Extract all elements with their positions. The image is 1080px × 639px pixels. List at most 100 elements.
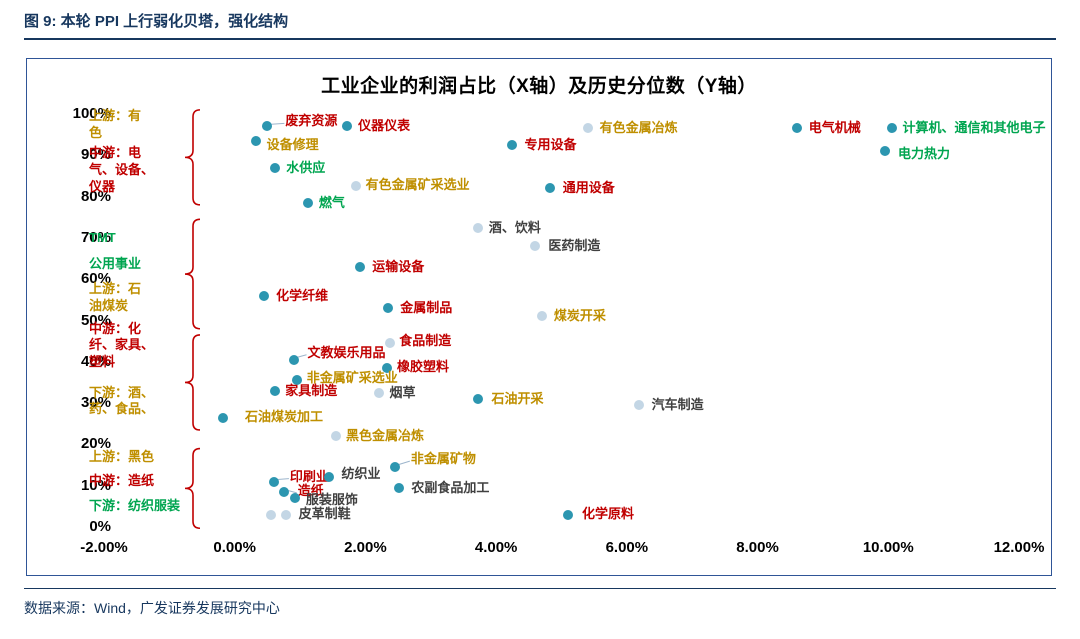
figure-title: 图 9: 本轮 PPI 上行弱化贝塔，强化结构 bbox=[24, 13, 289, 30]
point-label: 橡胶塑料 bbox=[396, 358, 449, 374]
scatter-point bbox=[385, 338, 396, 349]
y-tick-label: 30% bbox=[80, 394, 111, 412]
x-tick-label: 2.00% bbox=[344, 539, 387, 556]
point-label: 废弃资源 bbox=[285, 113, 338, 129]
scatter-point bbox=[250, 135, 261, 146]
point-label: 设备修理 bbox=[266, 136, 319, 152]
y-tick-label: 80% bbox=[80, 187, 111, 205]
axis-group-label: 中游：电气、设备、仪器 bbox=[89, 144, 155, 194]
point-label: 印刷业 bbox=[289, 468, 329, 484]
scatter-point bbox=[280, 509, 291, 520]
group-brace bbox=[184, 334, 201, 431]
data-source: 数据来源：Wind，广发证券发展研究中心 bbox=[24, 600, 280, 616]
y-tick-label: 50% bbox=[80, 311, 111, 329]
scatter-point bbox=[563, 509, 574, 520]
x-tick-label: 8.00% bbox=[736, 539, 779, 556]
point-label: 燃气 bbox=[318, 194, 345, 210]
y-tick-label: 0% bbox=[89, 518, 111, 535]
chart-title: 工业企业的利润占比（X轴）及历史分位数（Y轴） bbox=[321, 76, 757, 97]
scatter-point bbox=[394, 482, 405, 493]
y-tick-label: 70% bbox=[80, 228, 111, 246]
point-label: 文教娱乐用品 bbox=[307, 344, 386, 360]
point-label: 汽车制造 bbox=[651, 397, 704, 413]
axis-group-label: 公用事业 bbox=[89, 256, 142, 272]
point-label: 化学纤维 bbox=[276, 287, 329, 303]
point-label: 食品制造 bbox=[399, 333, 452, 349]
x-tick-label: -2.00% bbox=[80, 539, 128, 556]
axis-group-label: 下游：酒、药、食品、 bbox=[89, 384, 155, 417]
scatter-point bbox=[791, 123, 802, 134]
point-label: 水供应 bbox=[286, 159, 326, 175]
header-divider bbox=[24, 38, 1056, 40]
point-label: 化学原料 bbox=[582, 505, 635, 521]
y-tick-label: 90% bbox=[80, 146, 111, 164]
scatter-point bbox=[886, 123, 897, 134]
group-brace bbox=[184, 218, 201, 330]
point-label: 非金属矿采选业 bbox=[306, 370, 398, 386]
point-label: 烟草 bbox=[389, 384, 416, 400]
scatter-point bbox=[289, 493, 300, 504]
scatter-point bbox=[472, 222, 483, 233]
scatter-point bbox=[633, 400, 644, 411]
y-tick-label: 40% bbox=[80, 352, 111, 370]
point-label: 仪器仪表 bbox=[358, 118, 411, 134]
x-tick-label: 6.00% bbox=[605, 539, 649, 556]
point-label: 石油煤炭加工 bbox=[244, 408, 323, 424]
scatter-point bbox=[383, 303, 394, 314]
point-label: 服装服饰 bbox=[305, 492, 358, 508]
point-label: 专用设备 bbox=[524, 136, 577, 152]
point-label: 黑色金属冶炼 bbox=[346, 428, 425, 444]
scatter-point bbox=[880, 146, 891, 157]
point-label: 有色金属冶炼 bbox=[599, 120, 678, 136]
point-label: 酒、饮料 bbox=[488, 219, 541, 235]
scatter-point bbox=[582, 123, 593, 134]
point-label: 皮革制鞋 bbox=[298, 505, 351, 521]
scatter-point bbox=[373, 387, 384, 398]
axis-group-label: 上游：有色 bbox=[89, 107, 142, 140]
scatter-point bbox=[324, 472, 335, 483]
scatter-point bbox=[331, 431, 342, 442]
axis-group-label: 中游：造纸 bbox=[89, 473, 155, 489]
point-label: 计算机、通信和其他电子 bbox=[902, 120, 1046, 136]
scatter-point bbox=[262, 121, 273, 132]
footer-divider bbox=[24, 588, 1056, 589]
scatter-point bbox=[217, 412, 228, 423]
point-label: 煤炭开采 bbox=[553, 308, 606, 324]
axis-group-label: 上游：黑色 bbox=[89, 448, 155, 464]
scatter-point bbox=[536, 311, 547, 322]
group-brace bbox=[184, 109, 201, 206]
point-label: 非金属矿物 bbox=[410, 451, 476, 467]
scatter-point bbox=[259, 290, 270, 301]
point-label: 金属制品 bbox=[400, 300, 453, 316]
point-label: 纺织业 bbox=[341, 466, 381, 482]
x-tick-label: 12.00% bbox=[993, 539, 1045, 556]
scatter-point bbox=[507, 139, 518, 150]
scatter-point bbox=[544, 183, 555, 194]
point-label: 电气机械 bbox=[808, 120, 861, 136]
point-label: 运输设备 bbox=[372, 258, 425, 274]
x-tick-label: 0.00% bbox=[213, 539, 256, 556]
scatter-point bbox=[389, 462, 400, 473]
scatter-point bbox=[270, 162, 281, 173]
axis-group-label: 上游：石油煤炭 bbox=[89, 281, 142, 314]
scatter-point bbox=[288, 354, 299, 365]
x-tick-label: 4.00% bbox=[474, 539, 518, 556]
point-label: 石油开采 bbox=[491, 390, 544, 406]
point-label: 造纸 bbox=[297, 482, 324, 498]
x-tick-label: 10.00% bbox=[862, 539, 914, 556]
point-label: 通用设备 bbox=[562, 180, 615, 196]
y-tick-label: 10% bbox=[80, 476, 111, 494]
scatter-point bbox=[268, 476, 279, 487]
scatter-point bbox=[355, 261, 366, 272]
scatter-point bbox=[530, 241, 541, 252]
axis-group-label: 下游：纺织服装 bbox=[89, 498, 181, 514]
scatter-point bbox=[265, 509, 276, 520]
y-tick-label: 20% bbox=[80, 435, 111, 453]
point-label: 家具制造 bbox=[285, 382, 338, 398]
scatter-chart: 工业企业的利润占比（X轴）及历史分位数（Y轴） 100% 90% 80% 70% 60%… bbox=[26, 58, 1052, 576]
point-label: 医药制造 bbox=[548, 238, 601, 254]
scatter-point bbox=[278, 486, 289, 497]
y-tick-label: 100% bbox=[72, 105, 111, 122]
point-label: 农副食品加工 bbox=[411, 479, 490, 495]
